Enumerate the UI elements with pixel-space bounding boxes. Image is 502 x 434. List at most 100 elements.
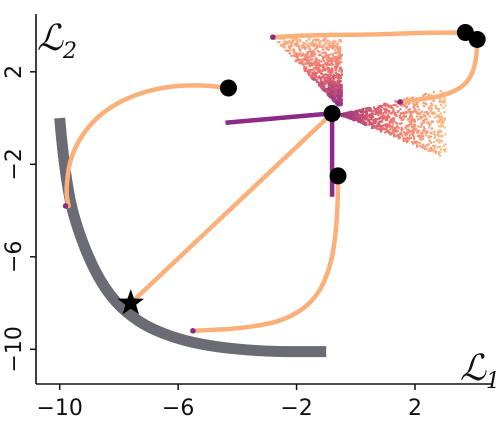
cluster-point xyxy=(402,111,405,114)
cluster-point xyxy=(318,41,321,44)
cluster-point xyxy=(307,71,310,74)
cluster-point xyxy=(411,96,414,99)
cluster-point xyxy=(394,100,397,103)
cluster-point xyxy=(319,40,322,43)
cluster-point xyxy=(442,144,445,148)
cluster-point xyxy=(311,58,314,61)
cluster-point xyxy=(371,122,374,125)
cluster-point xyxy=(397,136,401,139)
cluster-point xyxy=(330,74,333,77)
cluster-point xyxy=(437,120,440,123)
cluster-point xyxy=(292,54,295,57)
cluster-point xyxy=(328,57,331,60)
cluster-point xyxy=(411,128,414,132)
cluster-point xyxy=(289,45,292,48)
cluster-point xyxy=(305,62,308,65)
cluster-point xyxy=(375,118,378,121)
cluster-point xyxy=(342,114,345,117)
cluster-point xyxy=(331,81,334,84)
cluster-point xyxy=(335,65,339,69)
cluster-point xyxy=(356,120,360,123)
cluster-point xyxy=(381,104,384,107)
cluster-point xyxy=(289,40,292,43)
cluster-point xyxy=(300,44,303,47)
cluster-point xyxy=(422,146,425,149)
cluster-point xyxy=(407,102,410,105)
cluster-point xyxy=(334,91,337,94)
cluster-point xyxy=(416,135,420,138)
cluster-point xyxy=(338,52,342,56)
cluster-point xyxy=(322,68,326,71)
cluster-point xyxy=(407,124,410,127)
cluster-point xyxy=(318,43,321,46)
cluster-point xyxy=(333,87,336,90)
x-tick-label: −6 xyxy=(162,396,194,421)
cluster-point xyxy=(373,122,377,125)
cluster-point xyxy=(298,38,302,42)
cluster-point xyxy=(310,54,313,58)
cluster-point xyxy=(325,76,329,79)
cluster-point xyxy=(414,109,417,113)
cluster-point xyxy=(325,78,328,81)
cluster-point xyxy=(328,89,331,92)
cluster-point xyxy=(318,68,321,71)
cluster-point xyxy=(308,42,312,45)
cluster-point xyxy=(428,126,431,129)
cluster-point xyxy=(318,63,322,66)
trajectory-end-point xyxy=(190,328,196,334)
cluster-point xyxy=(329,53,332,56)
cluster-point xyxy=(392,118,396,121)
cluster-point xyxy=(360,110,363,113)
cluster-point xyxy=(298,52,302,55)
cluster-point xyxy=(442,148,446,151)
cluster-point xyxy=(438,135,441,138)
cluster-point xyxy=(432,150,436,153)
cluster-point xyxy=(327,83,331,87)
cluster-point xyxy=(288,46,291,49)
cluster-point xyxy=(352,118,356,121)
cluster-point xyxy=(377,111,380,115)
cluster-point xyxy=(308,59,311,62)
cluster-point xyxy=(371,110,374,113)
cluster-point xyxy=(313,48,317,51)
cluster-point xyxy=(321,81,324,85)
cluster-point xyxy=(379,127,383,130)
cluster-point xyxy=(289,49,292,52)
cluster-point xyxy=(310,64,314,67)
cluster-point xyxy=(308,60,311,63)
cluster-point xyxy=(329,63,332,66)
cluster-point xyxy=(355,116,358,119)
cluster-point xyxy=(421,144,425,147)
cluster-point xyxy=(324,90,327,93)
cluster-point xyxy=(444,143,447,146)
cluster-point xyxy=(416,112,420,115)
cluster-point xyxy=(287,39,290,43)
cluster-point xyxy=(321,58,324,61)
cluster-point xyxy=(336,73,339,76)
cluster-point xyxy=(339,84,343,87)
start-dot-marker xyxy=(323,104,341,122)
cluster-point xyxy=(329,94,332,97)
cluster-point xyxy=(402,115,405,118)
cluster-point xyxy=(416,111,419,114)
cluster-point xyxy=(413,108,416,111)
cluster-point xyxy=(429,102,433,105)
cluster-point xyxy=(371,126,374,129)
cluster-point xyxy=(351,114,354,117)
cluster-point xyxy=(439,112,442,115)
cluster-point xyxy=(371,113,374,117)
cluster-point xyxy=(368,118,371,122)
cluster-point xyxy=(350,110,353,113)
cluster-point xyxy=(384,117,387,120)
cluster-point xyxy=(320,60,323,63)
cluster-point xyxy=(345,111,349,114)
cluster-point xyxy=(439,154,442,157)
cluster-point xyxy=(369,109,372,112)
cluster-point xyxy=(432,91,435,94)
cluster-point xyxy=(329,44,332,47)
cluster-point xyxy=(406,141,409,144)
cluster-point xyxy=(389,128,392,131)
cluster-point xyxy=(367,109,370,112)
cluster-point xyxy=(282,44,285,47)
cluster-point xyxy=(416,102,419,106)
